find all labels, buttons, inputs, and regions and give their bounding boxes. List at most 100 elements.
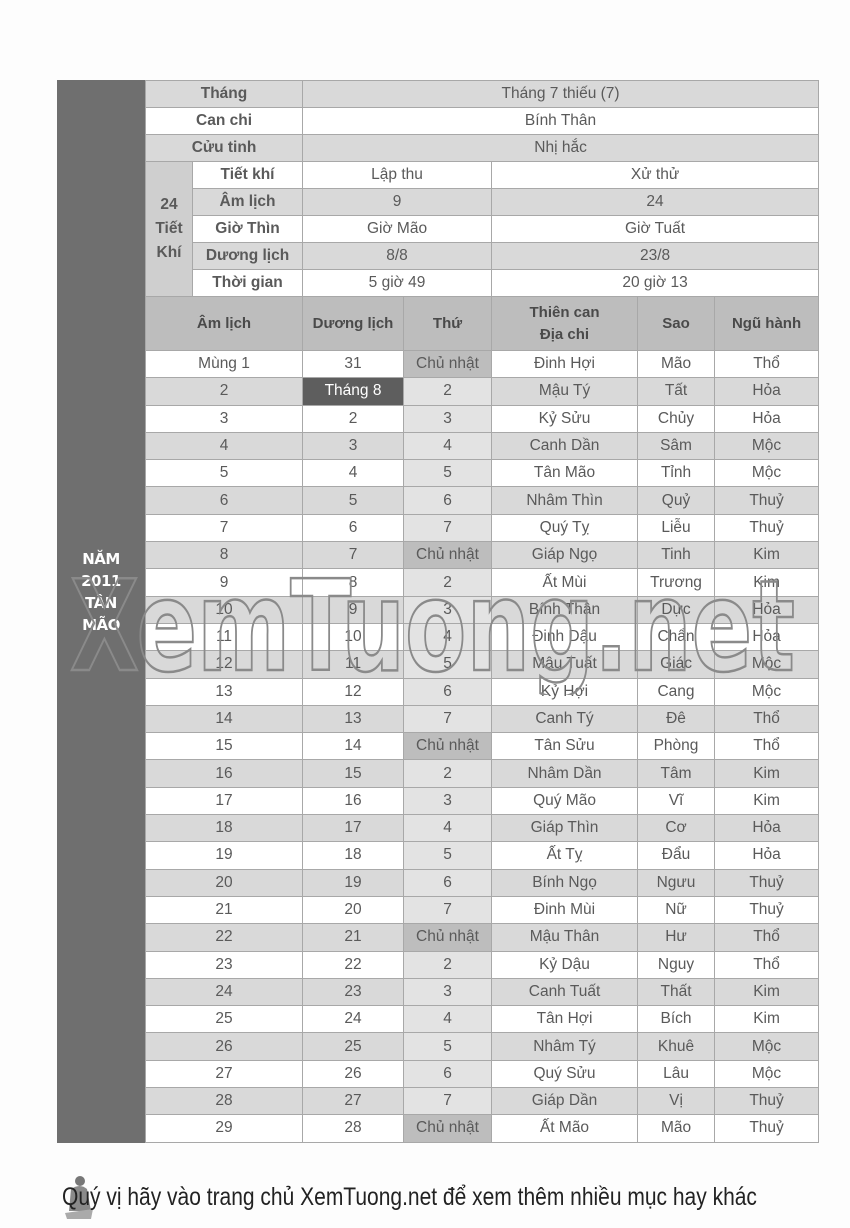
ngu-hanh-cell: Thuỷ	[714, 895, 820, 925]
column-header: Âm lịch	[144, 296, 304, 351]
ngu-hanh-cell: Kim	[714, 759, 820, 788]
duong-lich-cell: 9	[302, 595, 405, 624]
am-lich-cell: 15	[144, 732, 304, 761]
can-chi-cell: Nhâm Dần	[491, 759, 639, 788]
thu-cell: 7	[403, 704, 493, 734]
am-lich-cell: 29	[144, 1114, 304, 1143]
duong-lich-cell: 4	[302, 459, 405, 488]
thu-cell: 2	[403, 568, 493, 597]
sao-cell: Đê	[637, 704, 716, 734]
am-lich-cell: 17	[144, 786, 304, 816]
ngu-hanh-cell: Thuỷ	[714, 868, 820, 897]
sao-cell: Trương	[637, 568, 716, 597]
table-row: 17 16 3 Quý Mão Vĩ Kim	[144, 786, 820, 816]
ngu-hanh-cell: Hỏa	[714, 404, 820, 433]
duong-lich-cell: 3	[302, 431, 405, 461]
am-lich-cell: 11	[144, 622, 304, 652]
sao-cell: Hư	[637, 923, 716, 952]
duong-lich-cell: 6	[302, 513, 405, 543]
sao-cell: Bích	[637, 1005, 716, 1034]
info-row-thoi-gian: Thời gian 5 giờ 49 20 giờ 13	[146, 269, 820, 297]
can-chi-cell: Giáp Thìn	[491, 814, 639, 843]
sao-cell: Phòng	[637, 732, 716, 761]
label: Tiết khí	[191, 161, 304, 189]
value-b: Giờ Tuất	[491, 215, 820, 243]
can-chi-cell: Tân Sửu	[491, 732, 639, 761]
thu-cell: 6	[403, 868, 493, 897]
table-row: 8 7 Chủ nhật Giáp Ngọ Tinh Kim	[144, 541, 820, 570]
can-chi-cell: Mậu Tý	[491, 377, 639, 406]
can-chi-cell: Giáp Ngọ	[491, 541, 639, 570]
thu-cell: 4	[403, 814, 493, 843]
ngu-hanh-cell: Kim	[714, 541, 820, 570]
can-chi-cell: Tân Hợi	[491, 1005, 639, 1034]
can-chi-cell: Đinh Mùi	[491, 895, 639, 925]
ngu-hanh-cell: Thổ	[714, 704, 820, 734]
can-chi-cell: Giáp Dần	[491, 1087, 639, 1116]
duong-lich-cell: 26	[302, 1059, 405, 1089]
ngu-hanh-cell: Thuỷ	[714, 1114, 820, 1143]
thu-cell: 5	[403, 650, 493, 679]
thu-cell: 2	[403, 950, 493, 979]
am-lich-cell: 19	[144, 841, 304, 870]
info-row-am-lich: Âm lịch 9 24	[146, 188, 820, 216]
ngu-hanh-cell: Thuỷ	[714, 1087, 820, 1116]
can-chi-cell: Quý Sửu	[491, 1059, 639, 1089]
can-chi-cell: Quý Tỵ	[491, 513, 639, 543]
info-row-gio-thin: Giờ Thìn Giờ Mão Giờ Tuất	[146, 215, 820, 243]
thu-cell: 6	[403, 486, 493, 515]
column-header-row: Âm lịch Dương lịch Thứ Thiên can Địa chi…	[144, 296, 820, 351]
sao-cell: Giác	[637, 650, 716, 679]
value-a: Giờ Mão	[302, 215, 493, 243]
can-chi-cell: Mậu Thân	[491, 923, 639, 952]
duong-lich-cell: 21	[302, 923, 405, 952]
can-chi-cell: Đinh Hợi	[491, 349, 639, 379]
thu-cell: 4	[403, 431, 493, 461]
label: Âm lịch	[191, 188, 304, 216]
duong-lich-cell: 25	[302, 1032, 405, 1061]
ngu-hanh-cell: Mộc	[714, 1059, 820, 1089]
am-lich-cell: Mùng 1	[144, 349, 304, 379]
sao-cell: Mão	[637, 349, 716, 379]
value-b: 23/8	[491, 242, 820, 270]
table-row: 21 20 7 Đinh Mùi Nữ Thuỷ	[144, 895, 820, 925]
thu-cell: 2	[403, 377, 493, 406]
sao-cell: Sâm	[637, 431, 716, 461]
table-row: 5 4 5 Tân Mão Tỉnh Mộc	[144, 459, 820, 488]
am-lich-cell: 3	[144, 404, 304, 433]
table-row: 7 6 7 Quý Tỵ Liễu Thuỷ	[144, 513, 820, 543]
table-row: 19 18 5 Ất Tỵ Đẩu Hỏa	[144, 841, 820, 870]
ngu-hanh-cell: Kim	[714, 977, 820, 1007]
can-chi-cell: Kỷ Dậu	[491, 950, 639, 979]
label: Thời gian	[191, 269, 304, 297]
sao-cell: Chẩn	[637, 622, 716, 652]
ngu-hanh-cell: Mộc	[714, 431, 820, 461]
am-lich-cell: 8	[144, 541, 304, 570]
value: Nhị hắc	[302, 134, 820, 162]
label: Tháng	[144, 80, 304, 108]
am-lich-cell: 13	[144, 677, 304, 706]
column-header: Dương lịch	[302, 296, 405, 351]
table-row: 25 24 4 Tân Hợi Bích Kim	[144, 1005, 820, 1034]
duong-lich-cell: 10	[302, 622, 405, 652]
ngu-hanh-cell: Hỏa	[714, 377, 820, 406]
info-row-can-chi: Can chi Bính Thân	[144, 107, 820, 135]
duong-lich-cell: 24	[302, 1005, 405, 1034]
duong-lich-cell: 13	[302, 704, 405, 734]
side-strip	[57, 80, 145, 1143]
am-lich-cell: 9	[144, 568, 304, 597]
calendar-table: Tháng Tháng 7 thiếu (7) Can chi Bính Thâ…	[144, 80, 820, 1143]
can-chi-cell: Canh Dần	[491, 431, 639, 461]
sao-cell: Ngưu	[637, 868, 716, 897]
am-lich-cell: 10	[144, 595, 304, 624]
thu-cell: 4	[403, 1005, 493, 1034]
value-b: 20 giờ 13	[491, 269, 820, 297]
ngu-hanh-cell: Thổ	[714, 923, 820, 952]
year-label-line: NĂM	[82, 550, 120, 568]
ngu-hanh-cell: Hỏa	[714, 814, 820, 843]
am-lich-cell: 5	[144, 459, 304, 488]
thu-cell: 5	[403, 459, 493, 488]
thu-cell: 7	[403, 513, 493, 543]
can-chi-cell: Canh Tuất	[491, 977, 639, 1007]
can-chi-cell: Tân Mão	[491, 459, 639, 488]
